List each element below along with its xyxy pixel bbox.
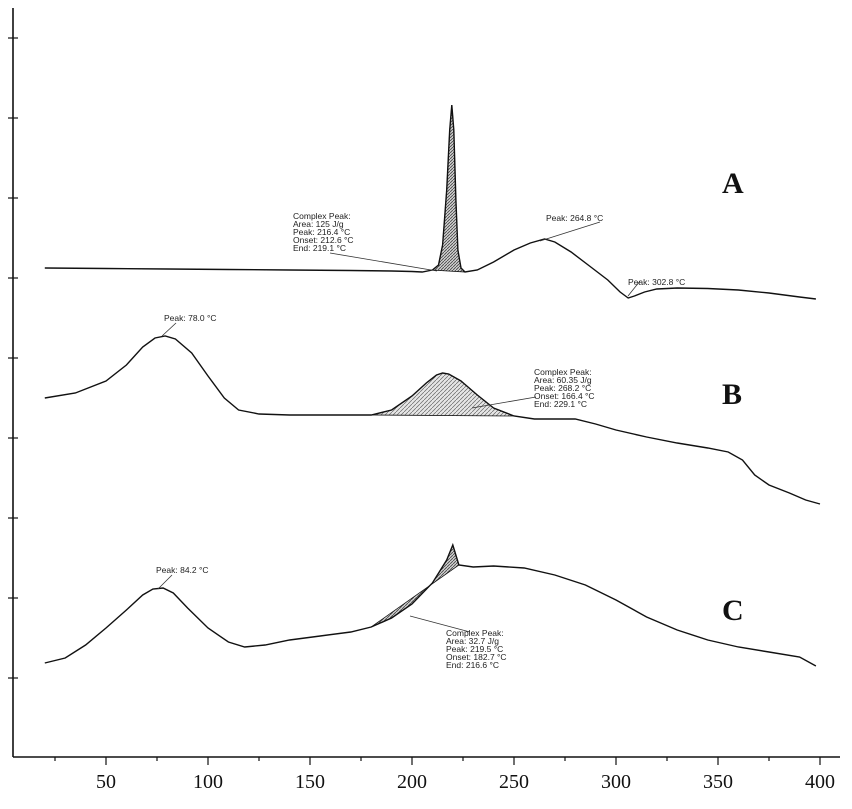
annotation-b-peak-78: Peak: 78.0 °C	[164, 313, 217, 323]
y-axis-ticks	[8, 37, 18, 679]
annotation-a-peak-302: Peak: 302.8 °C	[628, 277, 685, 287]
leader-a-complex	[329, 252, 438, 272]
x-axis-ticks	[54, 757, 821, 765]
annotation-b-complex: Complex Peak: Area: 60.35 J/g Peak: 268.…	[534, 367, 597, 409]
curve-c-peak-area	[370, 543, 460, 628]
leader-a-peak-302	[627, 280, 641, 297]
annotation-c-peak-84: Peak: 84.2 °C	[156, 565, 209, 575]
x-tick-label: 400	[805, 771, 835, 793]
leader-b-peak-78	[161, 322, 177, 337]
x-tick-label: 350	[703, 771, 733, 793]
x-tick-label: 200	[397, 771, 427, 793]
x-tick-label: 300	[601, 771, 631, 793]
leader-a-peak-264	[539, 221, 601, 242]
series-line-c	[44, 542, 817, 667]
leader-c-complex	[409, 615, 471, 633]
series-label-c: C	[722, 594, 744, 627]
curve-a-peak-area	[431, 104, 467, 273]
series-label-a: A	[722, 167, 744, 200]
leader-b-complex	[471, 396, 537, 409]
annotation-a-complex: Complex Peak: Area: 125 J/g Peak: 216.4 …	[293, 211, 356, 253]
leader-c-peak-84	[157, 574, 173, 590]
x-tick-label: 250	[499, 771, 529, 793]
x-tick-labels: 50 100 150 200 250 300 350 400	[96, 771, 835, 793]
x-tick-label: 150	[295, 771, 325, 793]
series-line-b	[44, 335, 821, 505]
annotation-a-peak-264: Peak: 264.8 °C	[546, 213, 603, 223]
series-line-a	[44, 104, 816, 300]
annotation-c-complex: Complex Peak: Area: 32.7 J/g Peak: 219.5…	[446, 628, 509, 670]
x-tick-label: 100	[193, 771, 223, 793]
series-label-b: B	[722, 378, 742, 411]
x-tick-label: 50	[96, 771, 116, 793]
